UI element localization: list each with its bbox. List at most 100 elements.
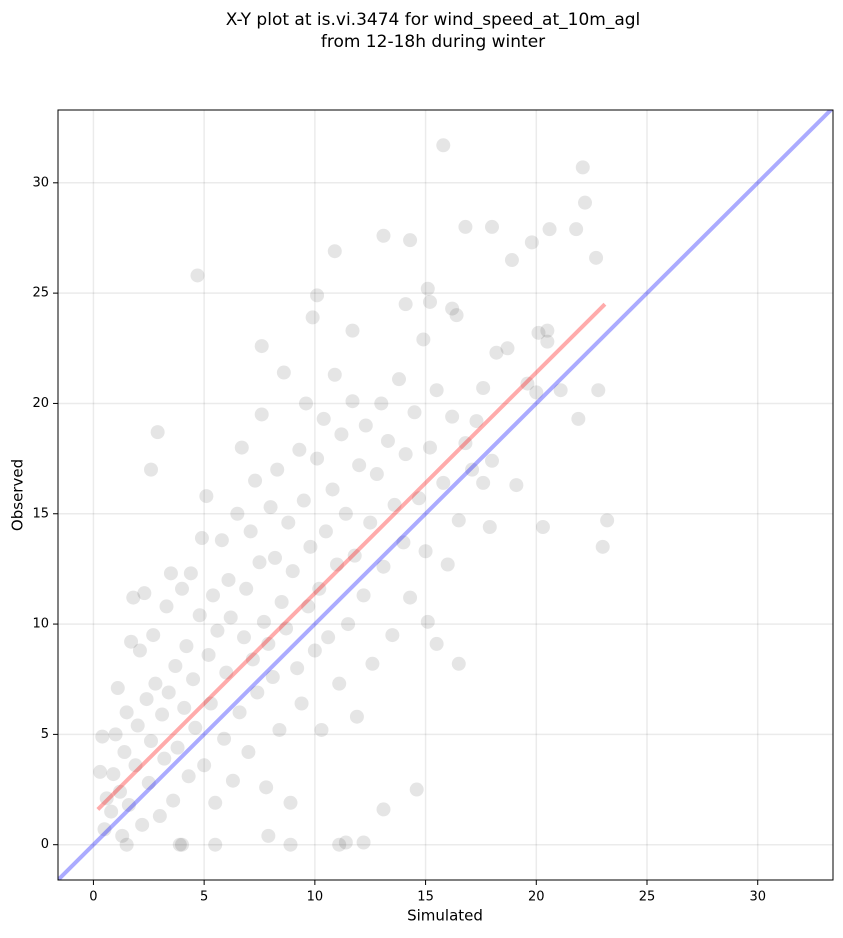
point [445, 301, 460, 316]
point [476, 475, 491, 490]
point [219, 665, 234, 680]
point [104, 804, 119, 819]
point [409, 782, 424, 797]
point [310, 288, 325, 303]
point [259, 780, 274, 795]
point [124, 634, 139, 649]
point [206, 588, 220, 603]
y-tick-label: 15 [32, 506, 49, 521]
point [489, 345, 504, 360]
point [130, 718, 145, 733]
point [600, 513, 615, 528]
point [356, 835, 371, 850]
point [117, 745, 132, 760]
point [93, 764, 108, 779]
point [201, 647, 216, 662]
point [476, 380, 491, 395]
point [398, 447, 413, 462]
point [181, 769, 196, 784]
point [571, 411, 586, 426]
point [312, 581, 327, 596]
point [392, 372, 406, 387]
point [595, 539, 610, 554]
point [327, 367, 342, 382]
point [416, 332, 431, 347]
point [349, 709, 364, 724]
point [146, 628, 161, 643]
point [268, 550, 282, 565]
point [321, 630, 336, 645]
point [115, 828, 130, 843]
point [423, 294, 437, 309]
point [192, 608, 207, 623]
y-tick-label: 20 [32, 396, 49, 411]
point [263, 500, 278, 515]
point [208, 837, 223, 852]
point [177, 700, 192, 715]
point [132, 643, 147, 658]
point [332, 837, 347, 852]
point [170, 740, 185, 755]
point [221, 572, 236, 587]
point [179, 639, 194, 654]
y-tick-label: 30 [32, 175, 49, 190]
point [245, 652, 260, 667]
point [540, 323, 555, 338]
point [509, 478, 524, 493]
point [159, 599, 174, 614]
point [144, 462, 158, 477]
point [150, 425, 165, 440]
point [166, 793, 181, 808]
point [276, 365, 291, 380]
x-tick-label: 10 [307, 890, 324, 905]
point [256, 614, 271, 629]
point [119, 837, 134, 852]
point [500, 341, 515, 356]
point [352, 458, 367, 473]
point [292, 442, 307, 457]
point [108, 727, 123, 742]
point [225, 773, 240, 788]
point [243, 524, 258, 539]
point [345, 394, 360, 409]
y-axis-label: Observed [9, 459, 27, 531]
y-tick-label: 5 [41, 727, 49, 742]
point [341, 617, 356, 632]
point [241, 745, 256, 760]
point [376, 559, 391, 574]
point [99, 791, 114, 806]
point [303, 539, 318, 554]
point [119, 705, 134, 720]
point [420, 614, 435, 629]
point [504, 253, 519, 268]
point [254, 339, 269, 354]
point [436, 475, 451, 490]
y-tick-label: 10 [32, 617, 49, 632]
point [272, 722, 287, 737]
point [451, 656, 466, 671]
point [327, 244, 342, 259]
y-tick-label: 0 [41, 837, 49, 852]
point [234, 440, 249, 455]
point [330, 557, 344, 572]
point [485, 219, 499, 234]
point [407, 405, 422, 420]
point [237, 630, 251, 645]
point [194, 531, 209, 546]
point [458, 436, 473, 451]
fit-line [58, 110, 833, 880]
point [223, 610, 238, 625]
plot-frame [57, 109, 834, 881]
point [316, 411, 331, 426]
point [135, 817, 150, 832]
point [239, 581, 254, 596]
point [157, 751, 172, 766]
x-tick-label: 15 [417, 890, 434, 905]
point [429, 383, 444, 398]
point [469, 414, 484, 429]
point [540, 334, 555, 349]
fit-line [96, 302, 607, 811]
point [520, 376, 535, 391]
point [318, 524, 333, 539]
point [531, 325, 546, 340]
